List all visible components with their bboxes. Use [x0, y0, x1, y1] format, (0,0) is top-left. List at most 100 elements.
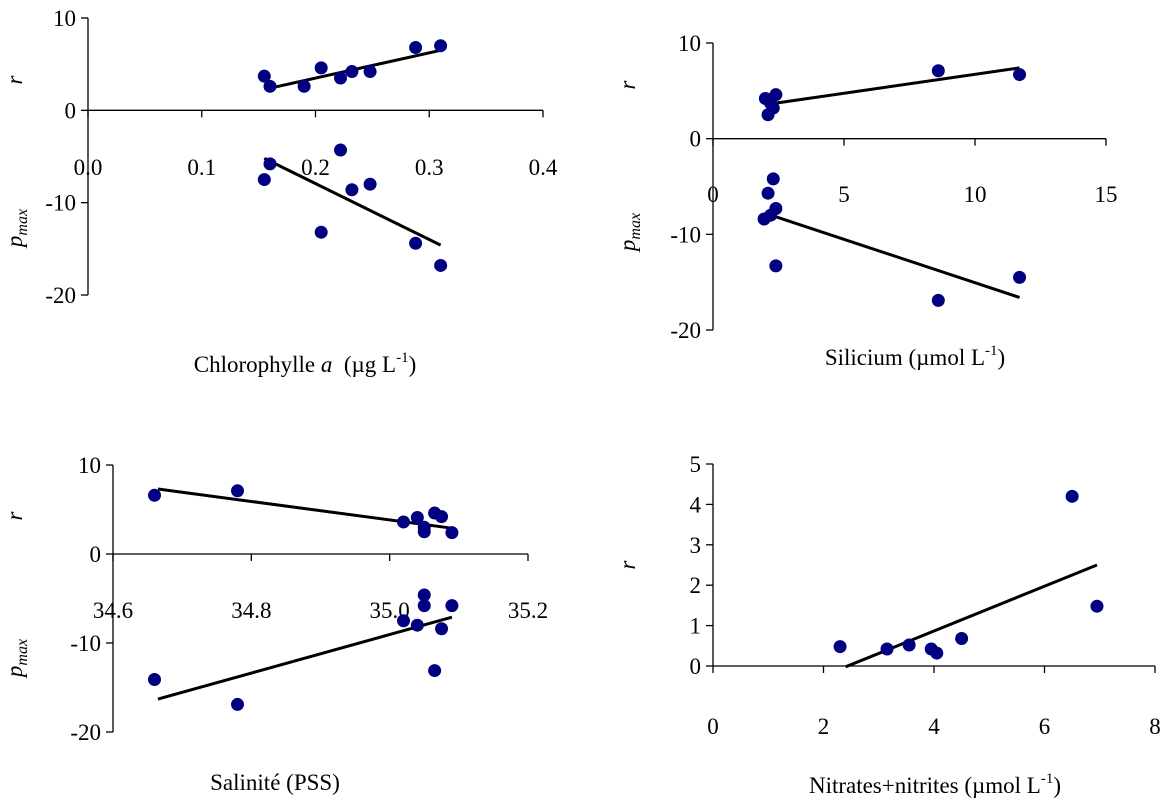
- x-tick-label: 0.1: [187, 155, 216, 180]
- data-point: [1065, 489, 1079, 503]
- y-tick-label: -10: [70, 631, 101, 656]
- data-point: [314, 61, 328, 75]
- data-point: [931, 293, 945, 307]
- data-point: [257, 69, 271, 83]
- y-tick-label: 2: [690, 573, 702, 598]
- data-point: [930, 646, 944, 660]
- data-point: [409, 236, 423, 250]
- x-tick-label: 0.4: [529, 155, 558, 180]
- x-tick-label: 8: [1149, 714, 1161, 739]
- data-point: [445, 526, 459, 540]
- y-tick-label: 0: [90, 542, 102, 567]
- data-point: [409, 41, 423, 55]
- y-tick-label: 5: [690, 452, 702, 477]
- y-tick-label: 10: [78, 453, 101, 478]
- y-tick-label: -20: [45, 283, 76, 308]
- data-point: [833, 640, 847, 654]
- data-point: [1013, 270, 1027, 284]
- data-point: [231, 697, 244, 711]
- data-point: [410, 618, 424, 632]
- y-axis-label-r: r: [615, 79, 640, 89]
- x-tick-label: 0.3: [415, 155, 444, 180]
- data-point: [334, 143, 348, 157]
- data-point: [263, 157, 277, 171]
- y-tick-label: 0: [690, 654, 702, 679]
- y-tick-label: 4: [690, 492, 702, 517]
- data-point: [1090, 599, 1104, 613]
- data-point: [445, 599, 459, 613]
- data-point: [757, 212, 771, 226]
- data-point: [397, 614, 410, 628]
- x-tick-label: 2: [818, 714, 830, 739]
- data-point: [428, 664, 442, 678]
- x-tick-label: 10: [964, 182, 987, 207]
- data-point: [345, 65, 359, 79]
- data-point: [766, 172, 780, 186]
- data-point: [417, 588, 431, 602]
- x-tick-label: 0.2: [301, 155, 330, 180]
- nitrates-panel: 0 1 2 3 4 5 0 2 4 6 8 Nitrates+nitrites (µmol L-1) r: [615, 452, 1161, 798]
- data-point: [434, 258, 448, 272]
- data-point: [363, 177, 377, 191]
- x-tick-label: 0: [707, 714, 719, 739]
- x-axis-title: Nitrates+nitrites (µmol L-1): [809, 771, 1061, 798]
- data-point: [334, 71, 348, 85]
- y-axis-label-pmax: pmax: [2, 639, 31, 679]
- data-point: [231, 484, 244, 498]
- data-point: [434, 39, 448, 53]
- data-point: [761, 108, 775, 122]
- y-tick-label: -20: [670, 318, 701, 343]
- trend-line: [767, 66, 1020, 106]
- data-point: [902, 638, 916, 652]
- x-tick-label: 15: [1095, 182, 1118, 207]
- x-tick-label: 5: [838, 182, 850, 207]
- data-point: [417, 525, 431, 539]
- y-tick-label: 3: [690, 533, 702, 558]
- y-axis-label-pmax: pmax: [2, 209, 31, 249]
- y-tick-label: -10: [670, 222, 701, 247]
- data-point: [345, 183, 359, 197]
- data-point: [263, 79, 277, 93]
- x-axis-title: Salinité (PSS): [210, 770, 340, 795]
- y-tick-label: 10: [678, 31, 701, 56]
- y-axis-label-r: r: [2, 510, 27, 520]
- data-point: [410, 511, 424, 525]
- trend-line: [263, 157, 442, 247]
- data-point: [435, 510, 449, 524]
- y-tick-label: -20: [70, 720, 101, 745]
- data-point: [955, 632, 969, 646]
- data-point: [880, 642, 894, 656]
- data-point: [397, 515, 410, 529]
- data-point: [314, 225, 328, 239]
- data-point: [417, 599, 431, 613]
- data-point: [931, 64, 945, 78]
- data-point: [148, 488, 161, 502]
- y-tick-label: 0: [690, 127, 702, 152]
- x-tick-label: 4: [928, 714, 940, 739]
- trend-line: [764, 211, 1021, 299]
- data-point: [257, 173, 271, 187]
- y-tick-label: -10: [45, 191, 76, 216]
- y-axis-label-r: r: [615, 559, 640, 569]
- y-tick-label: 0: [65, 98, 77, 123]
- data-point: [363, 65, 377, 79]
- x-tick-label: 34.8: [231, 598, 271, 623]
- data-point: [435, 622, 449, 636]
- data-point: [1013, 68, 1027, 82]
- x-axis-title: Chlorophylle a (µg L-1): [194, 350, 417, 377]
- data-point: [761, 186, 775, 200]
- x-tick-label: 0.0: [74, 155, 103, 180]
- chlorophyll-panel: 10 0 -10 -20 0.0 0.1 0.2 0.3 0.4 Chlorophylle a (…: [2, 6, 558, 377]
- x-tick-label: 0: [707, 182, 719, 207]
- x-tick-label: 6: [1039, 714, 1051, 739]
- x-tick-label: 35.2: [508, 598, 548, 623]
- x-axis-title: Silicium (µmol L-1): [825, 343, 1005, 370]
- y-tick-label: 1: [690, 614, 702, 639]
- y-tick-label: 10: [53, 6, 76, 31]
- y-axis-label-r: r: [2, 74, 27, 84]
- data-point: [297, 79, 311, 93]
- y-axis-label-pmax: pmax: [615, 213, 644, 253]
